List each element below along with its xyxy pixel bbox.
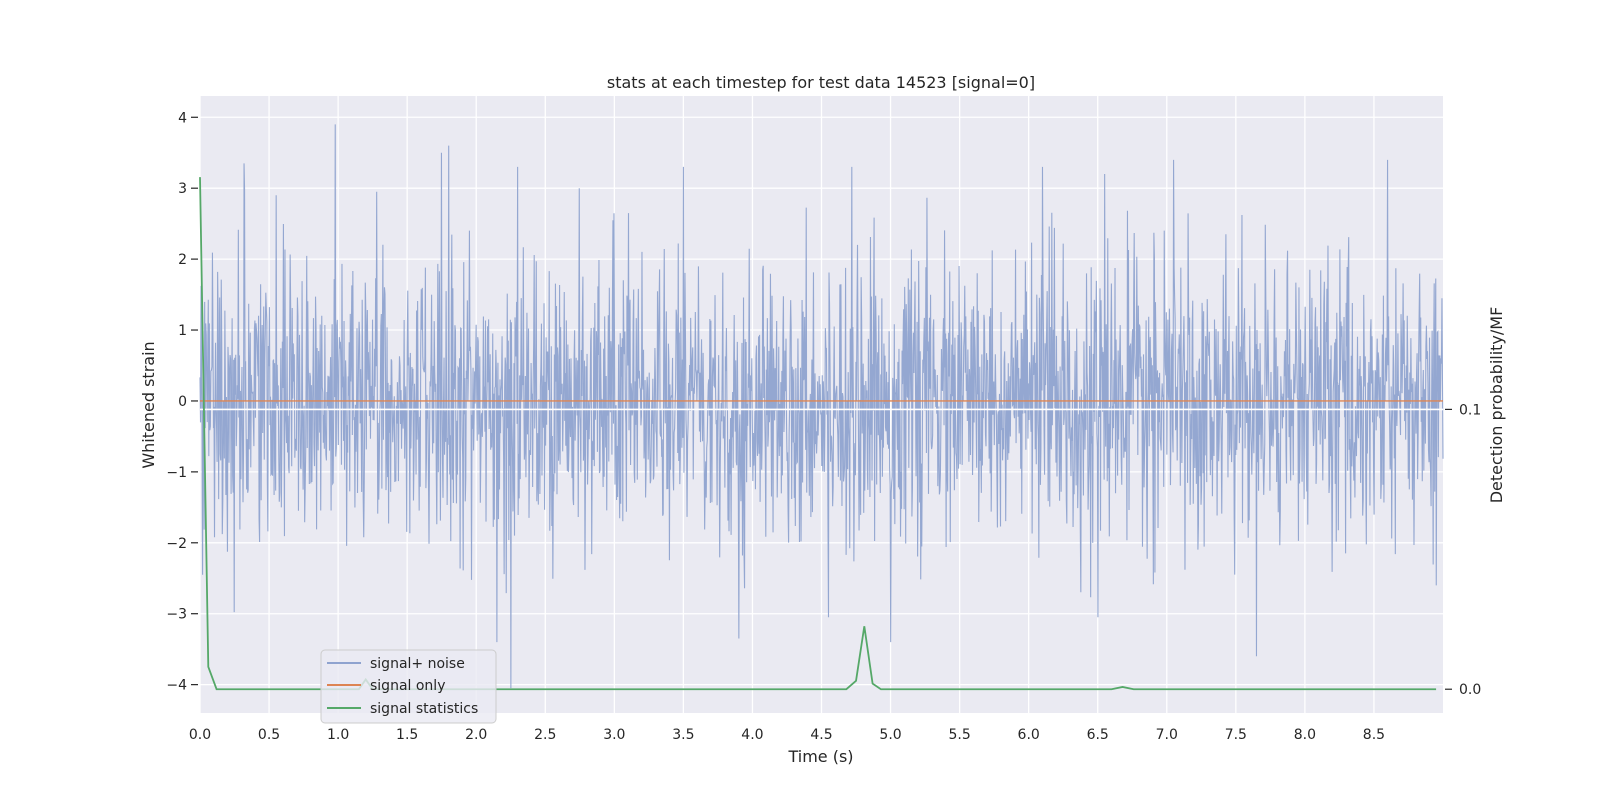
x-tick-label: 2.5: [534, 727, 556, 743]
legend: signal+ noise signal only signal statist…: [320, 649, 497, 724]
y-tick-label: 1: [178, 323, 187, 339]
y-tick-label: 2: [178, 252, 187, 268]
chart-title: stats at each timestep for test data 145…: [607, 73, 1035, 92]
x-tick-label: 1.5: [396, 727, 418, 743]
x-tick-label: 8.5: [1363, 727, 1385, 743]
x-tick-label: 0.5: [258, 727, 280, 743]
x-tick-label: 2.0: [465, 727, 487, 743]
x-tick-label: 7.0: [1156, 727, 1178, 743]
y-tick-label: 3: [178, 181, 187, 197]
series-signal-noise: [199, 124, 1444, 689]
x-tick-label: 3.0: [603, 727, 625, 743]
y-tick-label: −4: [166, 678, 187, 694]
x-tick-label: 6.0: [1018, 727, 1040, 743]
y-tick-label: 4: [178, 110, 187, 126]
x-tick-label: 3.5: [672, 727, 694, 743]
ticks: 0.0 0.5 1.0 1.5 2.0 2.5 3.0 3.5 4.0 4.5 5.0 5.5 6.0 6…: [166, 110, 1481, 743]
x-tick-label: 5.0: [879, 727, 901, 743]
legend-label-signal-only: signal only: [370, 678, 445, 694]
legend-label-signal-statistics: signal statistics: [370, 701, 478, 717]
y2-tick-label: 0.1: [1459, 402, 1481, 418]
x-axis-label: Time (s): [787, 747, 853, 766]
x-tick-label: 0.0: [189, 727, 211, 743]
y2-tick-label: 0.0: [1459, 682, 1481, 698]
x-tick-label: 4.0: [741, 727, 763, 743]
y-tick-label: −3: [166, 607, 187, 623]
series-signal-statistics: [199, 177, 1437, 691]
x-tick-label: 5.5: [948, 727, 970, 743]
y-tick-label: −2: [166, 536, 187, 552]
y2-axis-label: Detection probability/MF: [1487, 307, 1506, 504]
y-tick-label: 0: [178, 394, 187, 410]
legend-box: [320, 649, 497, 724]
y-axis-label: Whitened strain: [139, 341, 158, 468]
x-tick-label: 7.5: [1225, 727, 1247, 743]
x-tick-label: 6.5: [1087, 727, 1109, 743]
y-tick-label: −1: [166, 465, 187, 481]
x-tick-label: 1.0: [327, 727, 349, 743]
series-layer: [199, 124, 1444, 691]
x-tick-label: 8.0: [1294, 727, 1316, 743]
x-tick-label: 4.5: [810, 727, 832, 743]
legend-label-signal-noise: signal+ noise: [370, 656, 465, 672]
